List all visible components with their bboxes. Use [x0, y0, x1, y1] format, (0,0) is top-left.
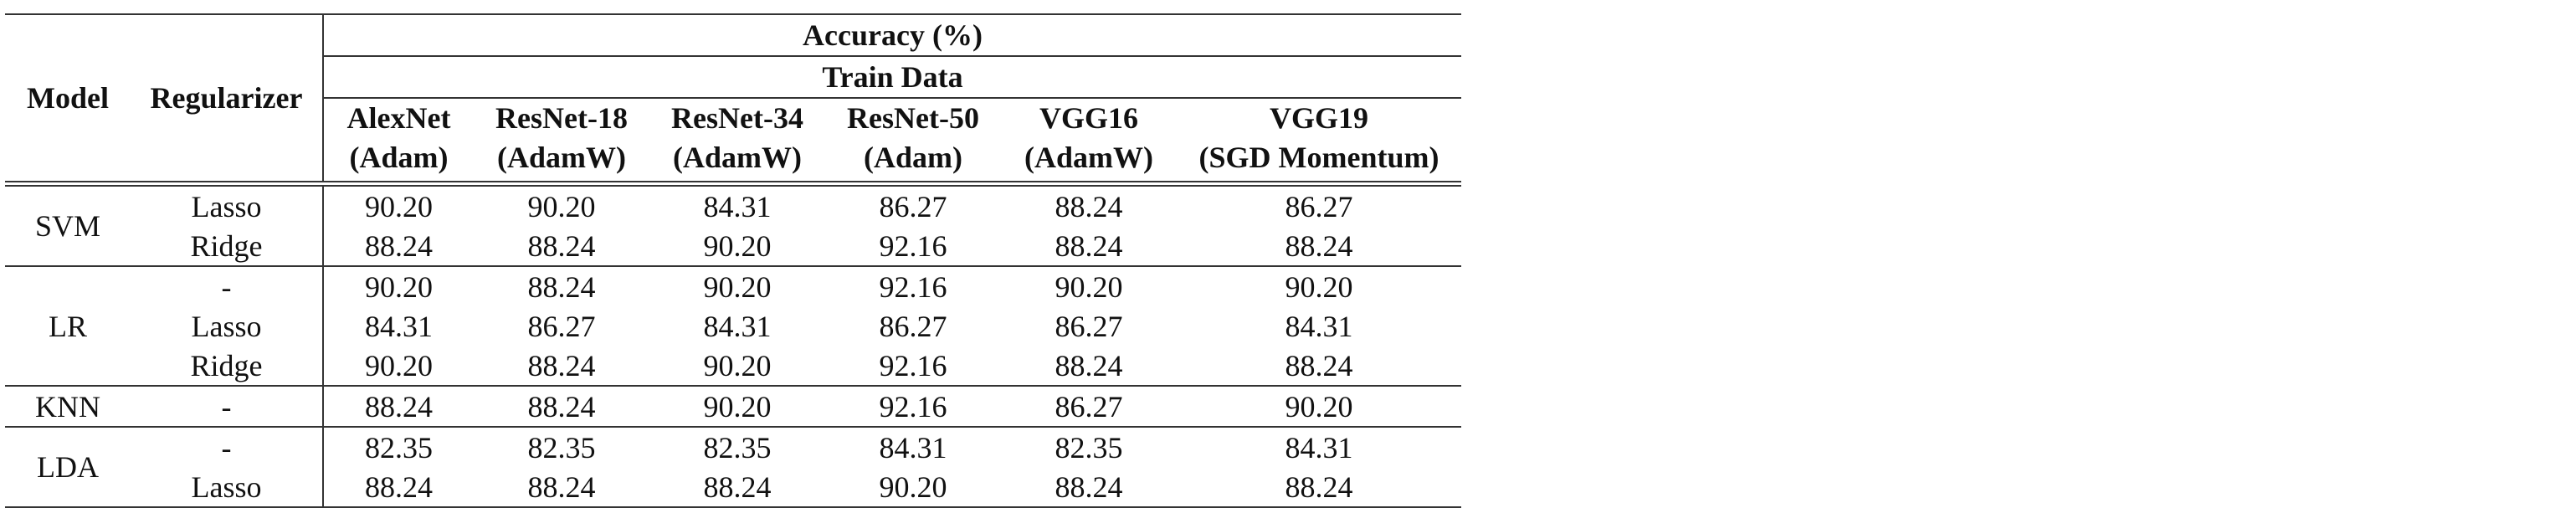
value-cell: 88.24	[1177, 467, 1461, 508]
value-cell: 88.24	[1285, 228, 1353, 263]
value-cell: 90.20	[703, 348, 772, 382]
value-cell: 88.24	[1001, 182, 1177, 226]
value-cell: 86.27	[1001, 385, 1177, 427]
table-row: LDA - 82.35 82.35 82.35 84.31 82.35 84.3…	[5, 426, 1461, 508]
value-cell: 82.35	[474, 426, 649, 467]
value-cell: 90.20	[322, 346, 474, 386]
value-cell: 84.31	[1285, 309, 1353, 343]
opt-header-vgg19: (SGD Momentum)	[1177, 137, 1461, 187]
model-cell-svm: SVM	[5, 182, 131, 266]
arch-header-vgg19: VGG19	[1177, 97, 1461, 137]
value-cell: 92.16	[879, 348, 947, 382]
value-cell: 90.20	[322, 265, 474, 306]
value-cell: 90.20	[825, 467, 1001, 508]
arch-header-resnet50: ResNet-50	[825, 97, 1001, 137]
value-cell: 86.27	[879, 309, 947, 343]
value-cell: 82.35	[1001, 426, 1177, 467]
header-row-optimizers: (Adam) (AdamW) (AdamW) (Adam) (AdamW) (S…	[5, 137, 1461, 187]
accuracy-results-table: Model Regularizer Accuracy (%) Train Dat…	[5, 13, 1461, 508]
value-cell: 88.24	[474, 467, 649, 508]
value-cell: 88.24	[527, 228, 596, 263]
regularizer-cell: -	[131, 265, 323, 306]
arch-header-vgg16: VGG16	[1001, 97, 1177, 137]
value-cell: 88.24	[1055, 348, 1123, 382]
value-cell: 88.24	[527, 348, 596, 382]
model-column-header: Model	[5, 13, 131, 187]
opt-header-resnet50: (Adam)	[825, 137, 1001, 187]
value-cell: 86.27	[1177, 182, 1461, 226]
value-cell: 90.20	[1177, 385, 1461, 427]
opt-header-alexnet: (Adam)	[322, 137, 474, 187]
regularizer-cell: Lasso	[131, 467, 323, 508]
train-data-header: Train Data	[322, 55, 1461, 98]
regularizer-cell: Ridge	[190, 228, 263, 263]
value-cell: 82.35	[649, 426, 825, 467]
accuracy-header: Accuracy (%)	[322, 13, 1461, 56]
header-row-architectures: AlexNet ResNet-18 ResNet-34 ResNet-50 VG…	[5, 97, 1461, 137]
regularizer-column-header: Regularizer	[131, 13, 323, 187]
table-row: SVM Lasso 90.20 90.20 84.31 86.27 88.24 …	[5, 182, 1461, 266]
value-cell: 92.16	[825, 265, 1001, 306]
value-cell: 84.31	[703, 309, 772, 343]
table-row: KNN - 88.24 88.24 90.20 92.16 86.27 90.2…	[5, 385, 1461, 427]
value-cell: 88.24	[322, 385, 474, 427]
table-row: Ridge 88.24 88.24 90.20 92.16 88.24 88.2…	[5, 226, 1461, 266]
results-table-container: Model Regularizer Accuracy (%) Train Dat…	[5, 13, 1461, 508]
value-cell: 86.27	[527, 309, 596, 343]
value-cell: 88.24	[322, 467, 474, 508]
table-row: Lasso 84.31 86.27 84.31 86.27 86.27 84.3…	[5, 306, 1461, 346]
value-cell: 88.24	[474, 265, 649, 306]
value-cell: 90.20	[322, 182, 474, 226]
model-cell-knn: KNN	[5, 385, 131, 427]
value-cell: 88.24	[474, 385, 649, 427]
value-cell: 86.27	[825, 182, 1001, 226]
value-cell: 92.16	[879, 228, 947, 263]
arch-header-alexnet: AlexNet	[322, 97, 474, 137]
regularizer-cell: Lasso	[131, 182, 323, 226]
arch-header-resnet18: ResNet-18	[474, 97, 649, 137]
regularizer-cell: Ridge	[190, 348, 263, 382]
value-cell: 92.16	[825, 385, 1001, 427]
regularizer-cell: Lasso	[191, 309, 262, 343]
table-row: LR - 90.20 88.24 90.20 92.16 90.20 90.20	[5, 265, 1461, 386]
value-cell: 88.24	[1055, 228, 1123, 263]
value-cell: 90.20	[1001, 265, 1177, 306]
model-cell-lda: LDA	[5, 426, 131, 508]
value-cell: 84.31	[825, 426, 1001, 467]
regularizer-cell: -	[131, 426, 323, 467]
arch-header-resnet34: ResNet-34	[649, 97, 825, 137]
value-cell: 82.35	[322, 426, 474, 467]
regularizer-cell: -	[131, 385, 323, 427]
value-cell: 88.24	[649, 467, 825, 508]
value-cell: 84.31	[649, 182, 825, 226]
header-row-train-data: Train Data	[5, 55, 1461, 98]
value-cell: 90.20	[1177, 265, 1461, 306]
value-cell: 84.31	[322, 306, 474, 346]
opt-header-resnet34: (AdamW)	[649, 137, 825, 187]
value-cell: 86.27	[1055, 309, 1123, 343]
opt-header-resnet18: (AdamW)	[474, 137, 649, 187]
value-cell: 90.20	[649, 385, 825, 427]
value-cell: 88.24	[322, 226, 474, 266]
header-row-accuracy: Model Regularizer Accuracy (%)	[5, 13, 1461, 187]
value-cell: 88.24	[1285, 348, 1353, 382]
opt-header-vgg16: (AdamW)	[1001, 137, 1177, 187]
value-cell: 90.20	[703, 228, 772, 263]
value-cell: 84.31	[1177, 426, 1461, 467]
value-cell: 90.20	[649, 265, 825, 306]
model-cell-lr: LR	[5, 265, 131, 386]
table-row: Ridge 90.20 88.24 90.20 92.16 88.24 88.2…	[5, 346, 1461, 386]
value-cell: 90.20	[474, 182, 649, 226]
table-row: Lasso 88.24 88.24 88.24 90.20 88.24 88.2…	[5, 467, 1461, 508]
value-cell: 88.24	[1001, 467, 1177, 508]
